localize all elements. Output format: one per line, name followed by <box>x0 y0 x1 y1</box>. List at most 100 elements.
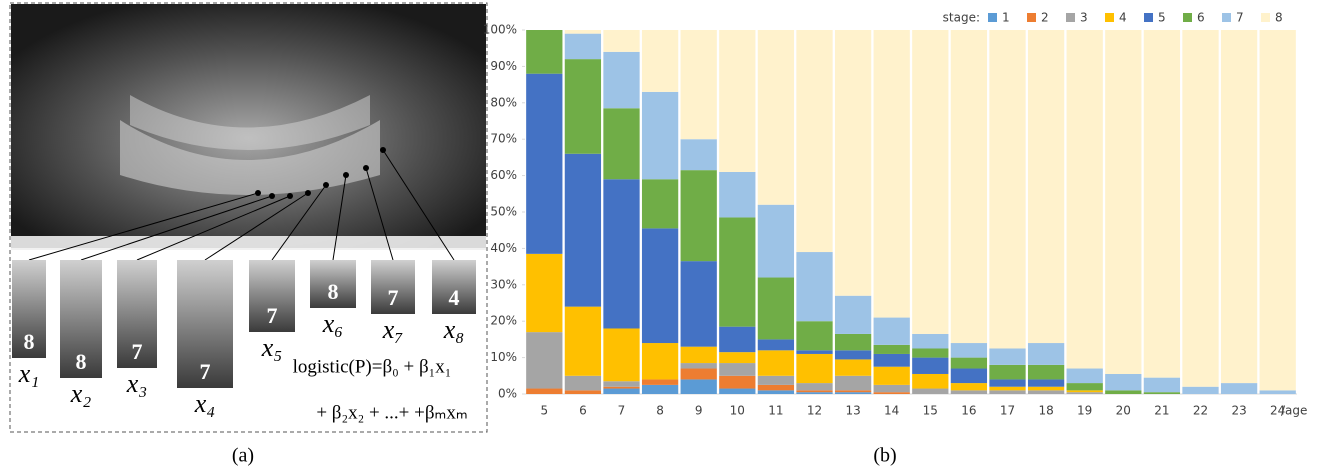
bar-segment <box>603 179 639 328</box>
bar-segment <box>1221 30 1257 383</box>
x-tick-label: 15 <box>923 404 938 418</box>
bar-segment <box>796 392 832 394</box>
bar-segment <box>526 332 562 388</box>
variable-label: x₂ <box>70 379 92 408</box>
bar-segment <box>565 154 601 307</box>
bar-segment <box>796 252 832 321</box>
bar-segment <box>874 345 910 354</box>
bar-segment <box>758 350 794 375</box>
bar-segment <box>603 30 639 52</box>
bar-segment <box>796 350 832 354</box>
y-tick-label: 90% <box>490 59 517 73</box>
bar-segment <box>912 334 948 349</box>
bar-segment <box>681 347 717 363</box>
x-tick-label: 5 <box>540 404 548 418</box>
image-edge <box>11 236 486 250</box>
legend-label: 7 <box>1236 11 1244 25</box>
bar-segment <box>719 376 755 389</box>
x-tick-label: 16 <box>961 404 976 418</box>
stage-number: 7 <box>267 303 278 328</box>
bar-segment <box>1144 392 1180 394</box>
variable-label: x₆ <box>322 309 344 338</box>
y-tick-label: 30% <box>490 277 517 291</box>
stage-number: 8 <box>76 349 87 374</box>
bar-segment <box>951 30 987 343</box>
bar-segment <box>835 390 871 392</box>
bar-segment <box>912 358 948 374</box>
bar-segment <box>874 30 910 318</box>
y-tick-label: 0% <box>498 387 517 401</box>
legend-swatch <box>988 13 997 22</box>
bar-segment <box>835 296 871 334</box>
bar-segment <box>989 379 1025 386</box>
legend-label: 5 <box>1158 11 1166 25</box>
bar-segment <box>642 228 678 343</box>
panel-caption: (a) <box>232 445 254 467</box>
bar-segment <box>1028 379 1064 386</box>
bar-segment <box>912 389 948 394</box>
bar-segment <box>874 318 910 345</box>
bar-segment <box>565 307 601 376</box>
y-tick-label: 40% <box>490 241 517 255</box>
bar-segment <box>758 278 794 340</box>
bar-segment <box>796 321 832 350</box>
bar-segment <box>681 139 717 170</box>
bar-segment <box>719 352 755 363</box>
bar-segment <box>1028 390 1064 394</box>
legend-label: 2 <box>1041 11 1049 25</box>
legend-label: 6 <box>1197 11 1205 25</box>
bar-segment <box>642 92 678 179</box>
bar-segment <box>565 390 601 394</box>
bar-segment <box>526 389 562 394</box>
x-tick-label: 7 <box>618 404 626 418</box>
bar-segment <box>526 30 562 74</box>
bar-segment <box>1144 30 1180 378</box>
variable-label: x₇ <box>382 315 404 344</box>
bar-segment <box>758 376 794 385</box>
bar-segment <box>874 385 910 392</box>
stage-number: 7 <box>132 339 143 364</box>
bar-segment <box>796 354 832 383</box>
formula: + β₂x₂ + ...+ +βₘxₘ <box>316 402 467 423</box>
x-tick-label: 20 <box>1116 404 1131 418</box>
bar-segment <box>1067 369 1103 384</box>
variable-label: x₅ <box>261 333 283 362</box>
bar-segment <box>989 390 1025 394</box>
bar-segment <box>719 172 755 218</box>
y-tick-label: 100% <box>483 23 517 37</box>
pointer-dot <box>343 172 349 178</box>
bar-segment <box>681 170 717 261</box>
bar-segment <box>1144 378 1180 393</box>
x-tick-label: 22 <box>1193 404 1208 418</box>
bar-segment <box>989 349 1025 365</box>
bar-segment <box>1067 392 1103 394</box>
bar-segment <box>989 365 1025 380</box>
bar-segment <box>951 358 987 369</box>
bar-segment <box>642 30 678 92</box>
bar-segment <box>796 30 832 252</box>
bar-segment <box>835 359 871 375</box>
legend-swatch <box>1222 13 1231 22</box>
y-tick-label: 70% <box>490 132 517 146</box>
bar-segment <box>719 217 755 326</box>
bar-segment <box>835 376 871 391</box>
bar-segment <box>603 387 639 389</box>
bar-segment <box>758 339 794 350</box>
legend-label: 3 <box>1080 11 1088 25</box>
bar-segment <box>758 205 794 278</box>
bar-segment <box>565 59 601 154</box>
bar-segment <box>642 385 678 394</box>
bar-segment <box>565 376 601 391</box>
bar-segment <box>835 392 871 394</box>
bar-segment <box>1105 30 1141 374</box>
bar-segment <box>1028 30 1064 343</box>
bar-segment <box>603 328 639 381</box>
stage-number: 8 <box>24 329 35 354</box>
legend-swatch <box>1027 13 1036 22</box>
y-tick-label: 20% <box>490 314 517 328</box>
x-tick-label: 11 <box>768 404 783 418</box>
pointer-dot <box>287 193 293 199</box>
pointer-dot <box>363 165 369 171</box>
x-tick-label: 9 <box>695 404 703 418</box>
bar-segment <box>565 30 601 34</box>
